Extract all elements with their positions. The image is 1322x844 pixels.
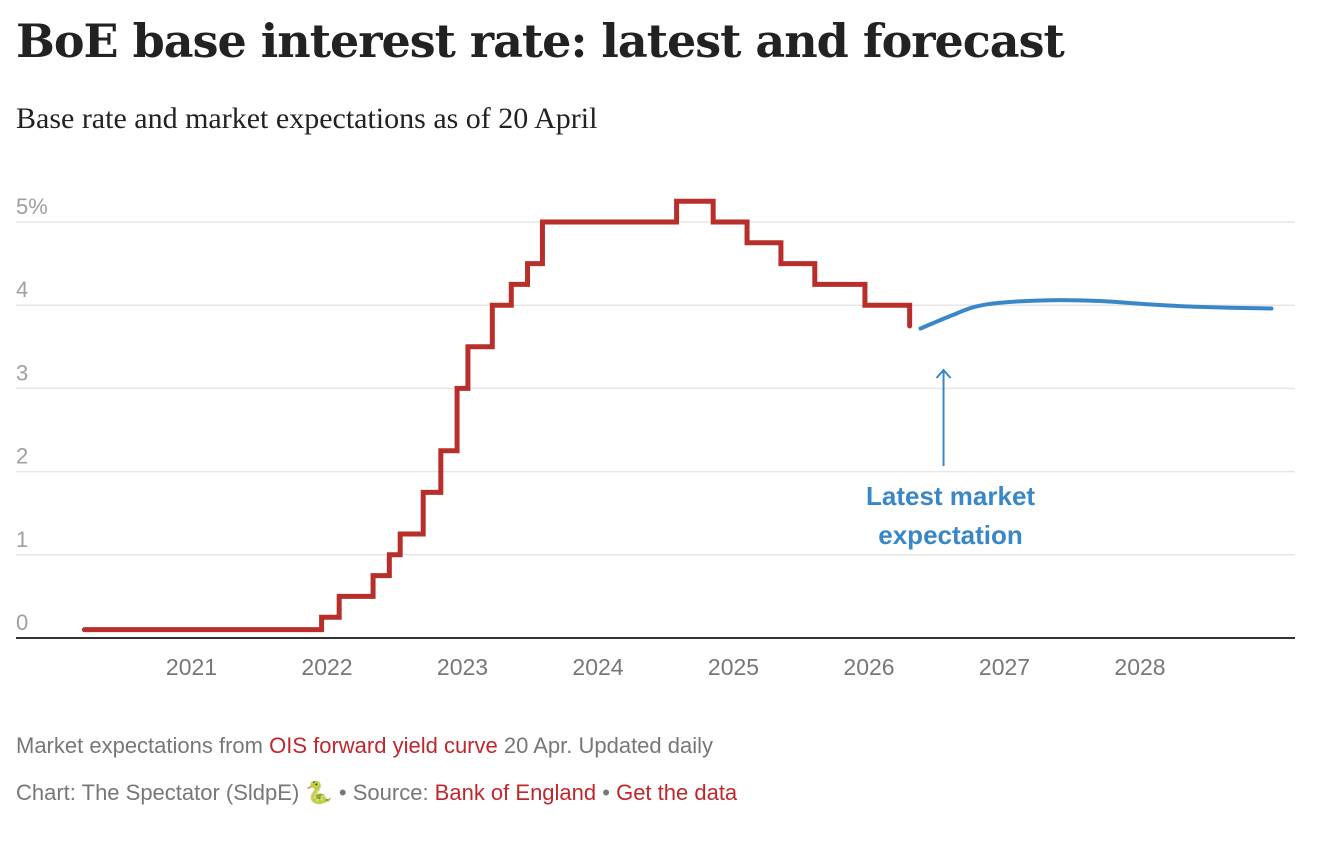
y-tick-label: 5% [16, 194, 48, 219]
notes-prefix: Market expectations from [16, 733, 270, 758]
source-label: • Source: [332, 780, 435, 805]
x-tick-label: 2028 [1114, 654, 1165, 680]
x-axis-ticks: 2021 2022 2023 2024 2025 2026 2027 2028 [166, 654, 1166, 680]
x-tick-label: 2023 [437, 654, 488, 680]
chart-notes: Market expectations from OIS forward yie… [16, 733, 713, 759]
credit-prefix: Chart: The Spectator (SldpE) [16, 780, 306, 805]
y-tick-label: 0 [16, 610, 28, 635]
snake-icon: 🐍 [305, 780, 333, 805]
annotation-text-line: Latest market [866, 481, 1035, 511]
source-link-bank-of-england[interactable]: Bank of England [434, 780, 597, 805]
y-tick-label: 4 [16, 277, 28, 302]
notes-suffix: 20 Apr. Updated daily [497, 733, 714, 758]
arrow-up-icon [935, 368, 952, 379]
series-market-expectation [918, 298, 1274, 331]
ois-link[interactable]: OIS forward yield curve [269, 733, 498, 758]
y-tick-label: 3 [16, 360, 28, 385]
annotation-text-line: expectation [878, 520, 1023, 550]
y-tick-label: 2 [16, 444, 28, 469]
credit-separator: • [596, 780, 617, 805]
x-tick-label: 2021 [166, 654, 217, 680]
gridlines [16, 221, 1295, 556]
chart-subtitle: Base rate and market expectations as of … [16, 102, 598, 135]
get-the-data-link[interactable]: Get the data [616, 780, 738, 805]
x-tick-label: 2024 [572, 654, 623, 680]
y-axis-ticks: 0 1 2 3 4 5% [16, 194, 48, 635]
series-base-rate [81, 198, 913, 633]
x-tick-label: 2027 [979, 654, 1030, 680]
chart-credit: Chart: The Spectator (SldpE) 🐍 • Source:… [16, 780, 737, 806]
chart-title: BoE base interest rate: latest and forec… [16, 14, 1065, 68]
x-tick-label: 2025 [708, 654, 759, 680]
x-tick-label: 2022 [301, 654, 352, 680]
y-tick-label: 1 [16, 527, 28, 552]
annotation-latest-market-expectation: Latest market expectation [866, 368, 1035, 550]
x-tick-label: 2026 [843, 654, 894, 680]
